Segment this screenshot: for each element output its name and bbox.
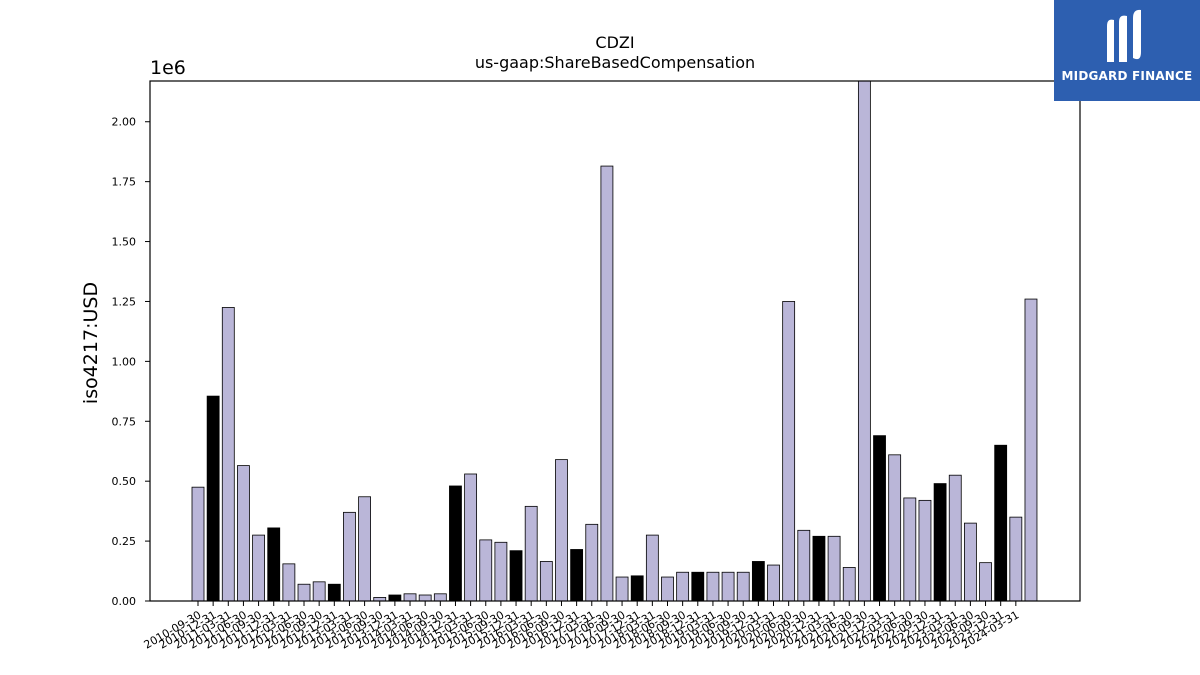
bar	[539, 561, 553, 602]
chart-title: CDZI	[595, 33, 635, 52]
bar	[524, 505, 538, 602]
chart-subtitle: us-gaap:ShareBasedCompensation	[474, 53, 756, 72]
y-tick-label: 0.75	[112, 415, 137, 428]
bar	[403, 593, 417, 602]
bar	[691, 571, 705, 602]
bar	[827, 535, 841, 602]
y-axis: 0.00 0.25 0.50 0.75 1.00 1.25 1.50 1.75 2.00	[112, 116, 150, 608]
bar	[327, 583, 341, 602]
y-axis-multiplier: 1e6	[150, 57, 186, 79]
brand-logo: MIDGARD FINANCE	[1054, 0, 1200, 101]
y-tick-label: 0.00	[112, 595, 137, 608]
y-tick-label: 0.50	[112, 475, 137, 488]
bar	[645, 534, 659, 602]
bar	[630, 575, 644, 602]
bar	[721, 571, 735, 602]
bar	[600, 165, 614, 602]
bar	[963, 522, 977, 602]
bar	[282, 563, 296, 602]
bar	[842, 567, 856, 602]
y-axis-label: iso4217:USD	[80, 281, 102, 405]
bar	[479, 539, 493, 602]
bar	[252, 534, 265, 602]
bar	[221, 307, 235, 602]
bar	[191, 486, 205, 602]
bar	[1009, 516, 1023, 602]
y-tick-label: 1.75	[112, 176, 137, 189]
plot-frame	[149, 80, 1081, 602]
bars-group	[191, 80, 1038, 602]
bar	[873, 435, 886, 602]
y-tick-label: 2.00	[112, 116, 137, 129]
bar	[297, 583, 311, 602]
bar	[509, 550, 523, 602]
bar	[615, 576, 629, 602]
bar	[449, 485, 462, 602]
logo-text: MIDGARD FINANCE	[1061, 69, 1193, 83]
bar	[994, 444, 1008, 602]
bar	[888, 454, 902, 602]
bar	[433, 593, 447, 602]
bar	[237, 465, 250, 602]
bar	[312, 581, 326, 602]
bar	[661, 576, 674, 602]
bar	[555, 459, 568, 602]
bar	[857, 80, 871, 602]
logo-mark-icon	[1054, 6, 1200, 72]
bar	[812, 535, 826, 602]
bar	[1024, 298, 1038, 602]
bar	[903, 497, 917, 602]
bar	[797, 529, 811, 602]
bar	[979, 562, 992, 602]
y-tick-label: 1.50	[112, 236, 137, 249]
bar	[676, 571, 690, 602]
bar	[206, 395, 220, 602]
bar	[948, 474, 962, 602]
bar	[585, 523, 599, 602]
bar	[736, 571, 750, 602]
x-axis: 2010-09-302010-12-312011-03-312011-06-30…	[142, 601, 1021, 652]
bar	[782, 301, 796, 602]
bar	[933, 483, 947, 602]
bar	[343, 511, 356, 602]
bar	[267, 527, 281, 602]
y-tick-label: 0.25	[112, 535, 137, 548]
bar	[570, 549, 584, 602]
bar	[767, 564, 780, 602]
bar	[358, 496, 371, 602]
bar	[706, 571, 720, 602]
bar	[494, 541, 508, 602]
bar	[464, 473, 478, 602]
bar	[918, 499, 932, 602]
y-tick-label: 1.00	[112, 355, 137, 368]
bar	[751, 561, 765, 602]
bar	[418, 594, 432, 602]
bar	[388, 594, 402, 602]
y-tick-label: 1.25	[112, 295, 137, 308]
